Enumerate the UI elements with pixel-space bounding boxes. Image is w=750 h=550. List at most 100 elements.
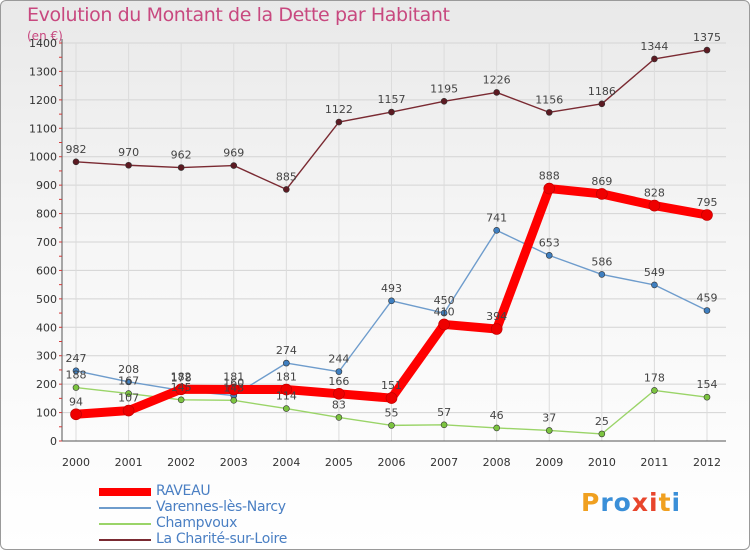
data-point xyxy=(177,164,185,171)
data-label: 1122 xyxy=(325,103,353,116)
data-label: 181 xyxy=(276,371,297,384)
data-label: 394 xyxy=(486,310,507,323)
data-point xyxy=(440,309,448,317)
data-label: 160 xyxy=(223,377,244,390)
data-point xyxy=(388,422,395,429)
data-point xyxy=(440,421,448,429)
data-point xyxy=(598,100,606,108)
data-point xyxy=(230,162,238,169)
data-label: 885 xyxy=(276,170,297,183)
data-label: 166 xyxy=(328,375,349,388)
data-point xyxy=(648,199,661,212)
y-tick-label: 0 xyxy=(50,435,57,448)
data-point xyxy=(177,396,185,404)
data-label: 94 xyxy=(69,395,83,408)
logo-letter: r xyxy=(600,488,614,517)
x-tick-label: 2001 xyxy=(115,456,143,469)
x-tick-label: 2009 xyxy=(535,456,563,469)
data-label: 969 xyxy=(223,147,244,160)
data-point xyxy=(545,252,553,259)
x-tick-label: 2011 xyxy=(640,456,668,469)
data-label: 57 xyxy=(437,406,451,419)
data-point xyxy=(283,405,290,412)
data-label: 586 xyxy=(591,255,612,268)
data-label: 37 xyxy=(542,411,556,424)
y-tick-label: 400 xyxy=(36,321,57,334)
data-point xyxy=(122,404,135,417)
x-tick-label: 2000 xyxy=(62,456,90,469)
data-label: 410 xyxy=(434,305,455,318)
x-tick-label: 2002 xyxy=(167,456,195,469)
data-label: 167 xyxy=(118,375,139,388)
data-point xyxy=(701,209,713,221)
legend-swatch xyxy=(99,507,151,509)
data-point xyxy=(335,368,343,375)
logo-letter: i xyxy=(671,488,682,517)
data-label: 107 xyxy=(118,392,139,405)
y-tick-label: 300 xyxy=(36,350,57,363)
data-point xyxy=(388,108,395,116)
data-label: 1375 xyxy=(693,31,721,44)
data-label: 188 xyxy=(66,369,87,382)
data-label: 145 xyxy=(171,381,192,394)
data-point xyxy=(545,427,553,434)
data-label: 244 xyxy=(328,353,349,366)
data-label: 888 xyxy=(539,170,560,183)
data-point xyxy=(598,271,606,278)
y-tick-label: 500 xyxy=(36,293,57,306)
data-label: 1157 xyxy=(378,93,406,106)
x-tick-label: 2005 xyxy=(325,456,353,469)
data-label: 962 xyxy=(171,149,192,162)
data-label: 450 xyxy=(434,294,455,307)
data-label: 114 xyxy=(276,390,297,403)
y-tick-label: 600 xyxy=(36,264,57,277)
data-point xyxy=(490,323,503,335)
data-point xyxy=(333,388,345,400)
chart-title: Evolution du Montant de la Dette par Hab… xyxy=(27,4,450,26)
chart-unit: (en €) xyxy=(27,29,63,43)
logo-letter: t xyxy=(658,488,672,517)
data-label: 653 xyxy=(539,236,560,249)
legend-label: Champvoux xyxy=(156,515,238,531)
data-label: 154 xyxy=(697,378,718,391)
data-point xyxy=(703,46,711,54)
legend-label: RAVEAU xyxy=(156,483,211,499)
data-point xyxy=(227,383,240,396)
data-point xyxy=(493,89,500,96)
data-label: 982 xyxy=(66,143,87,156)
x-tick-label: 2012 xyxy=(693,456,721,469)
data-point xyxy=(493,227,500,234)
y-tick-label: 900 xyxy=(36,179,57,192)
data-label: 46 xyxy=(490,409,504,422)
data-label: 25 xyxy=(595,415,609,428)
data-label: 151 xyxy=(381,379,402,392)
y-tick-label: 200 xyxy=(36,378,57,391)
x-tick-label: 2008 xyxy=(483,456,511,469)
data-point xyxy=(703,393,711,401)
logo-letter: P xyxy=(581,488,601,517)
data-label: 549 xyxy=(644,266,665,279)
data-label: 1186 xyxy=(588,85,616,98)
data-point xyxy=(335,414,343,421)
data-label: 970 xyxy=(118,146,139,159)
y-tick-label: 800 xyxy=(36,208,57,221)
x-tick-label: 2004 xyxy=(272,456,300,469)
y-tick-label: 700 xyxy=(36,236,57,249)
data-point xyxy=(596,188,608,200)
legend-swatch xyxy=(99,523,151,525)
data-label: 181 xyxy=(223,371,244,384)
data-label: 182 xyxy=(171,370,192,383)
data-label: 869 xyxy=(591,175,612,188)
data-point xyxy=(125,161,132,169)
data-label: 83 xyxy=(332,398,346,411)
data-label: 247 xyxy=(66,352,87,365)
data-label: 1195 xyxy=(430,82,458,95)
data-point xyxy=(125,390,132,397)
legend-swatch xyxy=(99,488,151,496)
y-tick-label: 1200 xyxy=(29,94,57,107)
logo-letter: i xyxy=(649,488,659,517)
y-tick-label: 1100 xyxy=(29,122,57,135)
data-point xyxy=(598,430,606,438)
